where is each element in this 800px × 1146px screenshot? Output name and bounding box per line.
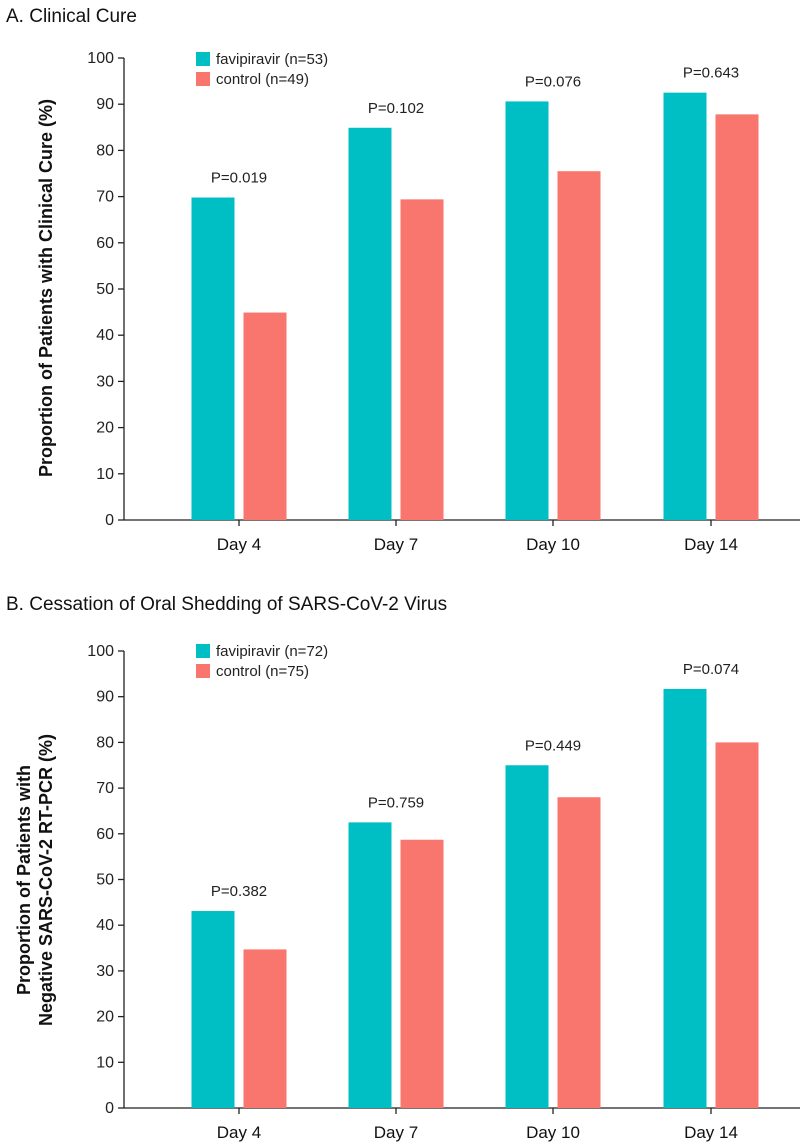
y-tick-label: 100 [87,50,114,67]
bar-favipiravir [348,127,392,521]
bar-control [243,312,287,520]
x-tick-label: Day 7 [374,1123,418,1142]
y-tick-label: 10 [96,466,114,483]
y-tick-label: 100 [87,643,114,660]
y-tick-label: 60 [96,826,114,843]
y-tick-label: 40 [96,327,114,344]
p-value-label: P=0.076 [525,73,581,90]
legend-swatch-control [196,72,210,86]
bar-favipiravir [505,765,549,1108]
y-tick-label: 50 [96,872,114,889]
y-tick-label: 20 [96,1009,114,1026]
y-tick-label: 30 [96,963,114,980]
bar-favipiravir [663,688,707,1108]
chart-title: A. Clinical Cure [6,6,137,27]
y-tick-label: 70 [96,189,114,206]
bar-control [557,171,601,520]
legend-swatch-favipiravir [196,52,210,66]
chart-panel-clinical-cure: A. Clinical Cure 0 10 20 30 40 50 60 70 80 90 100 P… [0,0,800,570]
x-tick-label: Day 10 [526,535,580,554]
x-tick-label: Day 4 [217,1123,261,1142]
bar-favipiravir [191,911,235,1108]
bar-favipiravir [505,101,549,520]
chart-title: B. Cessation of Oral Shedding of SARS-Co… [6,594,448,615]
chart-panel-viral-clearance: B. Cessation of Oral Shedding of SARS-Co… [0,580,800,1146]
y-tick-label: 80 [96,142,114,159]
legend-label-favipiravir: favipiravir (n=72) [216,643,328,660]
y-axis-label: Proportion of Patients with Clinical Cur… [36,99,56,477]
x-tick-label: Day 7 [374,535,418,554]
bar-control [400,839,444,1108]
y-tick-label: 40 [96,917,114,934]
bar-favipiravir [663,92,707,521]
x-tick-label: Day 14 [684,1123,738,1142]
bar-control [715,114,759,520]
y-tick-label: 60 [96,235,114,252]
bar-favipiravir [348,822,392,1108]
y-tick-label: 90 [96,689,114,706]
p-value-label: P=0.019 [211,170,267,187]
y-tick-label: 0 [105,1100,114,1117]
y-tick-label: 0 [105,512,114,529]
y-tick-label: 50 [96,281,114,298]
y-axis-label-line: Proportion of Patients with [14,765,34,995]
legend-label-control: control (n=49) [216,71,309,88]
bar-control [557,797,601,1108]
legend-label-favipiravir: favipiravir (n=53) [216,51,328,68]
p-value-label: P=0.074 [683,661,739,678]
y-axis-label: Proportion of Patients with Negative SARS… [14,734,56,1026]
x-tick-label: Day 14 [684,535,738,554]
bar-control [400,199,444,520]
y-axis-label-line: Negative SARS-CoV-2 RT-PCR (%) [36,734,56,1026]
y-tick-label: 70 [96,780,114,797]
bar-control [243,949,287,1108]
p-value-label: P=0.382 [211,883,267,900]
y-tick-label: 80 [96,734,114,751]
y-tick-label: 20 [96,420,114,437]
p-value-label: P=0.759 [368,794,424,811]
legend-swatch-favipiravir [196,644,210,658]
bar-favipiravir [191,197,235,521]
bar-control [715,742,759,1108]
y-tick-label: 90 [96,96,114,113]
y-tick-label: 30 [96,373,114,390]
x-tick-label: Day 10 [526,1123,580,1142]
x-tick-label: Day 4 [217,535,261,554]
legend-label-control: control (n=75) [216,663,309,680]
legend-swatch-control [196,664,210,678]
p-value-label: P=0.643 [683,65,739,82]
y-axis-label-line: Proportion of Patients with Clinical Cur… [36,99,56,477]
y-tick-label: 10 [96,1054,114,1071]
p-value-label: P=0.449 [525,737,581,754]
p-value-label: P=0.102 [368,100,424,117]
bar-chart-viral-clearance: 0 10 20 30 40 50 60 70 80 90 100 Proportion of Pati… [14,643,800,1142]
bar-chart-clinical-cure: 0 10 20 30 40 50 60 70 80 90 100 Proportion of Pati… [36,50,800,554]
